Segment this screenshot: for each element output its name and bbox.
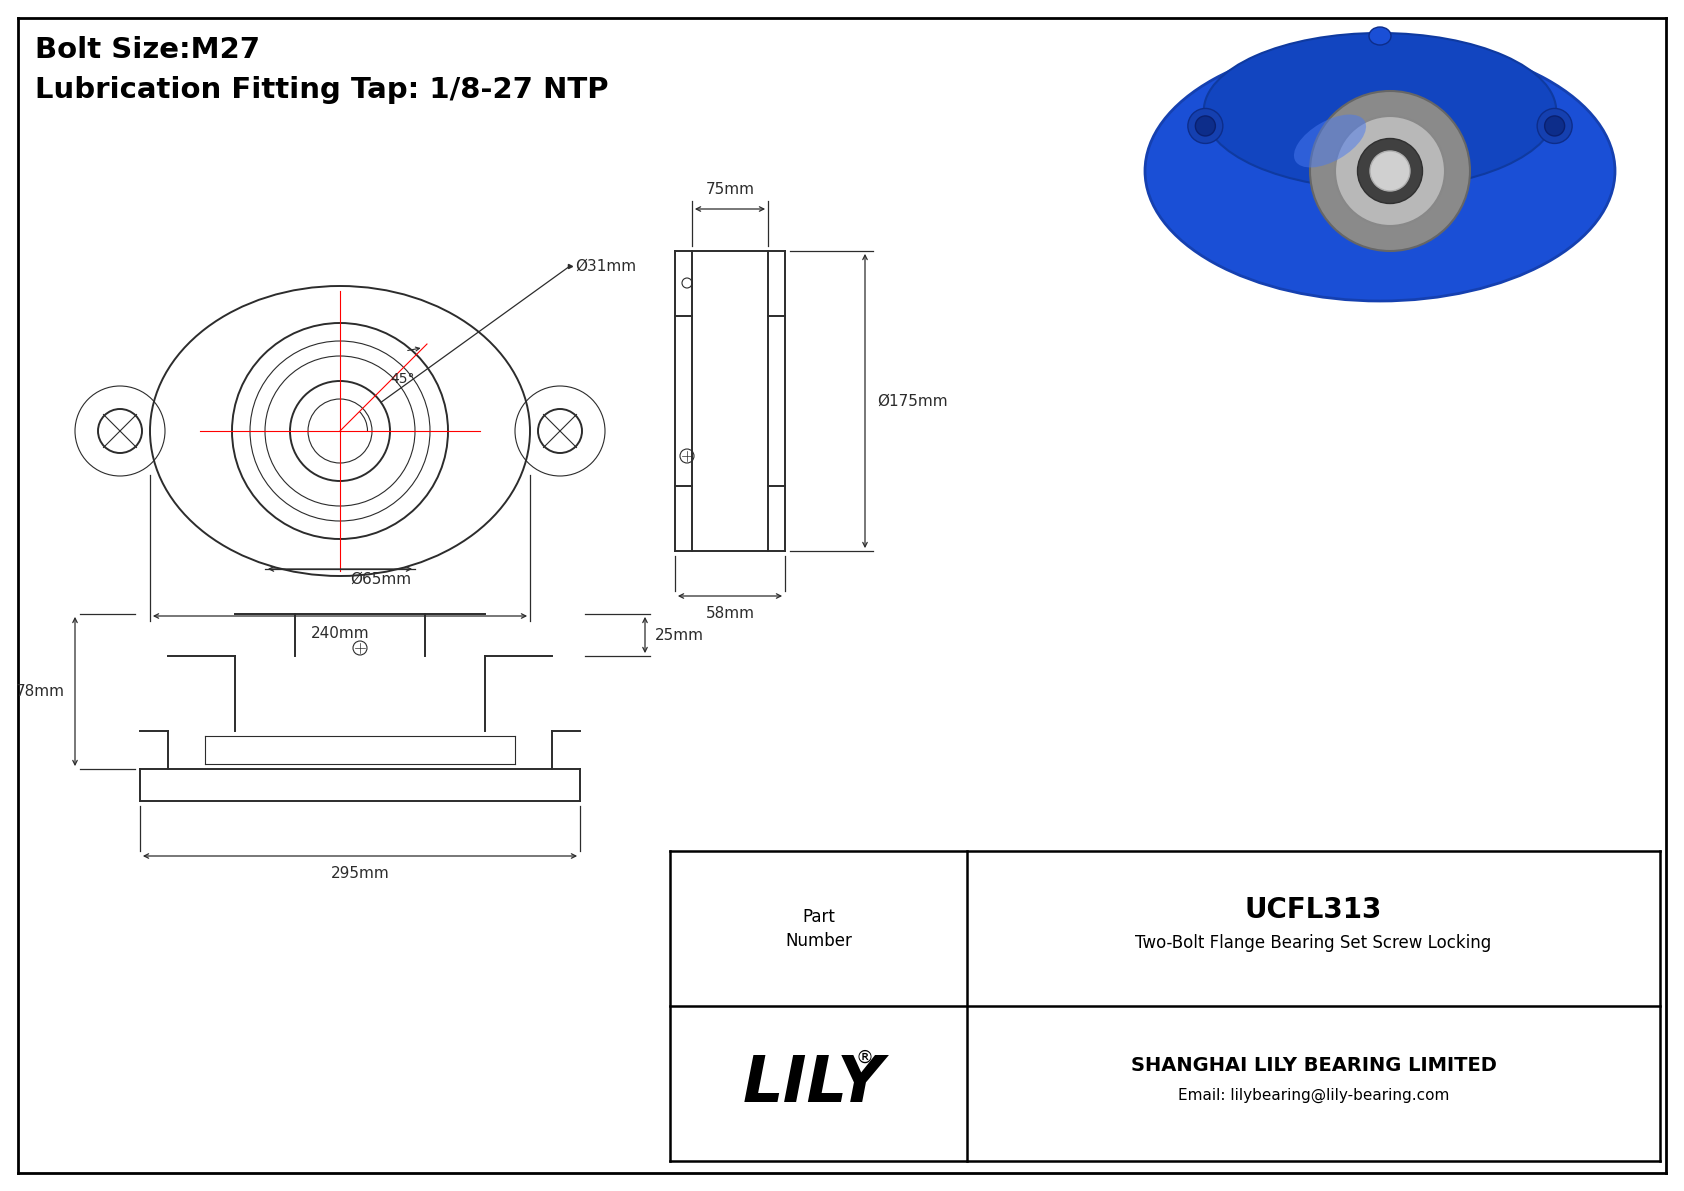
Ellipse shape (1293, 114, 1366, 168)
Ellipse shape (1371, 151, 1410, 191)
Text: 58mm: 58mm (706, 606, 754, 621)
Text: Part: Part (802, 908, 835, 925)
Ellipse shape (1544, 116, 1564, 136)
Text: LILY: LILY (743, 1053, 884, 1115)
Text: Ø175mm: Ø175mm (877, 393, 948, 409)
Text: Number: Number (785, 931, 852, 949)
Text: UCFL313: UCFL313 (1244, 897, 1383, 924)
Text: Lubrication Fitting Tap: 1/8-27 NTP: Lubrication Fitting Tap: 1/8-27 NTP (35, 76, 608, 104)
Text: Ø65mm: Ø65mm (350, 572, 411, 586)
Ellipse shape (1204, 33, 1556, 189)
Text: 240mm: 240mm (310, 626, 369, 641)
Ellipse shape (1335, 116, 1445, 226)
Ellipse shape (1537, 108, 1573, 143)
Ellipse shape (1310, 91, 1470, 251)
Text: 295mm: 295mm (330, 866, 389, 881)
Text: Ø31mm: Ø31mm (574, 258, 637, 274)
Text: Two-Bolt Flange Bearing Set Screw Locking: Two-Bolt Flange Bearing Set Screw Lockin… (1135, 934, 1492, 952)
Ellipse shape (1369, 27, 1391, 45)
Text: 25mm: 25mm (655, 628, 704, 642)
Text: ®: ® (855, 1048, 874, 1066)
Text: Bolt Size:M27: Bolt Size:M27 (35, 36, 259, 64)
Text: 45°: 45° (391, 372, 414, 386)
Ellipse shape (1357, 138, 1423, 204)
Text: 75mm: 75mm (706, 182, 754, 197)
Ellipse shape (1196, 116, 1216, 136)
Text: SHANGHAI LILY BEARING LIMITED: SHANGHAI LILY BEARING LIMITED (1130, 1056, 1497, 1075)
Text: Email: lilybearing@lily-bearing.com: Email: lilybearing@lily-bearing.com (1177, 1087, 1450, 1103)
Ellipse shape (1145, 40, 1615, 301)
Ellipse shape (1187, 108, 1223, 143)
Text: 78mm: 78mm (17, 684, 66, 699)
